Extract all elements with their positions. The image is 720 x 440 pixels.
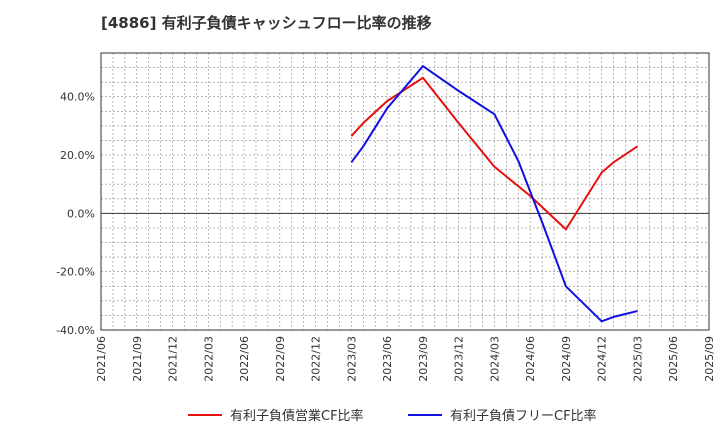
legend-item-operating-cf: 有利子負債営業CF比率 bbox=[188, 405, 364, 424]
legend-item-free-cf: 有利子負債フリーCF比率 bbox=[408, 405, 597, 424]
y-tick-label: 20.0% bbox=[60, 149, 95, 162]
x-tick-label: 2025/09 bbox=[703, 336, 716, 382]
x-tick-label: 2025/06 bbox=[667, 336, 680, 382]
y-tick-label: 0.0% bbox=[67, 207, 95, 220]
axes: -40.0% -20.0% 0.0% 20.0% 40.0% 2021/06 2021/09… bbox=[56, 52, 716, 382]
series bbox=[350, 65, 639, 323]
x-tick-label: 2025/03 bbox=[631, 336, 644, 382]
x-tick-label: 2023/12 bbox=[453, 336, 466, 382]
y-tick-label: -40.0% bbox=[56, 324, 95, 337]
y-tick-label: 40.0% bbox=[60, 91, 95, 104]
x-tick-label: 2023/06 bbox=[381, 336, 394, 382]
x-tick-label: 2022/03 bbox=[202, 336, 215, 382]
legend-swatch-free-cf bbox=[408, 413, 442, 416]
plot-frame bbox=[100, 52, 710, 331]
x-tick-label: 2024/09 bbox=[560, 336, 573, 382]
x-tick-label: 2023/03 bbox=[345, 336, 358, 382]
x-tick-label: 2022/09 bbox=[274, 336, 287, 382]
x-tick-label: 2024/12 bbox=[596, 336, 609, 382]
x-tick-label: 2022/06 bbox=[238, 336, 251, 382]
legend-label-operating-cf: 有利子負債営業CF比率 bbox=[230, 409, 364, 424]
y-tick-label: -20.0% bbox=[56, 266, 95, 279]
grid bbox=[101, 53, 709, 330]
series-line-free-cf bbox=[350, 65, 638, 323]
x-tick-label: 2021/06 bbox=[95, 336, 108, 382]
chart-title: [4886] 有利子負債キャッシュフロー比率の推移 bbox=[101, 14, 432, 32]
x-tick-label: 2022/12 bbox=[310, 336, 323, 382]
legend-swatch-operating-cf bbox=[188, 413, 222, 416]
x-tick-label: 2021/09 bbox=[131, 336, 144, 382]
x-tick-label: 2023/09 bbox=[417, 336, 430, 382]
legend-label-free-cf: 有利子負債フリーCF比率 bbox=[450, 409, 597, 424]
series-line-operating-cf bbox=[350, 76, 639, 231]
x-tick-label: 2024/06 bbox=[524, 336, 537, 382]
x-tick-label: 2021/12 bbox=[167, 336, 180, 382]
x-tick-label: 2024/03 bbox=[488, 336, 501, 382]
